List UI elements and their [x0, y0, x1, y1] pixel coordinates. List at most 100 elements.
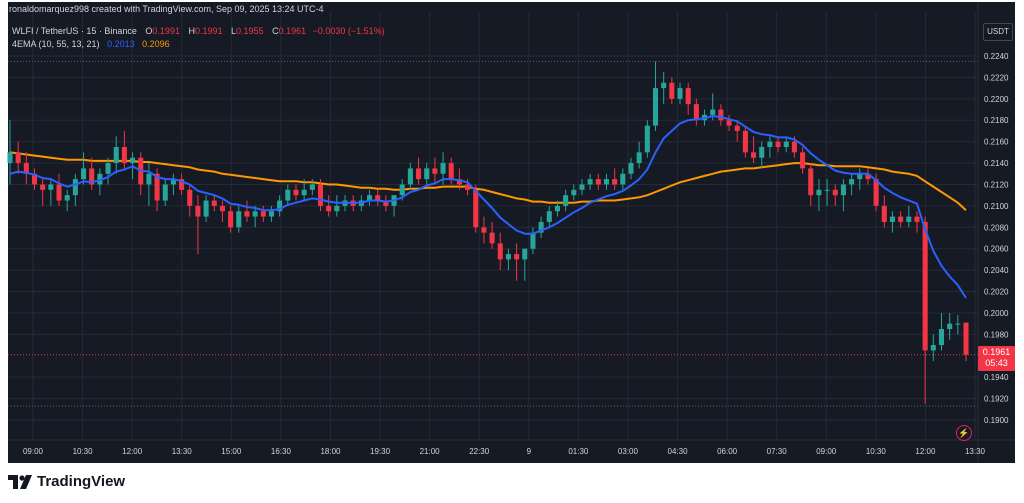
- candle[interactable]: [922, 216, 928, 404]
- candle[interactable]: [930, 334, 936, 362]
- candle[interactable]: [113, 136, 119, 174]
- candle[interactable]: [424, 163, 430, 185]
- candle[interactable]: [268, 205, 275, 222]
- candle[interactable]: [383, 195, 389, 212]
- candle[interactable]: [693, 98, 699, 126]
- candle[interactable]: [375, 189, 381, 206]
- candle[interactable]: [146, 163, 152, 206]
- candle[interactable]: [473, 184, 479, 233]
- candle[interactable]: [612, 168, 618, 190]
- candle[interactable]: [865, 168, 871, 185]
- candle[interactable]: [456, 168, 462, 190]
- candle[interactable]: [947, 312, 953, 340]
- candle[interactable]: [751, 136, 757, 164]
- candle[interactable]: [963, 322, 969, 362]
- candle[interactable]: [407, 163, 413, 190]
- candle[interactable]: [644, 120, 650, 158]
- candle[interactable]: [203, 195, 209, 222]
- candle[interactable]: [571, 184, 577, 201]
- candle[interactable]: [742, 125, 748, 158]
- candle[interactable]: [97, 168, 103, 196]
- candle[interactable]: [628, 157, 634, 180]
- candle[interactable]: [301, 179, 307, 201]
- candle[interactable]: [179, 173, 185, 196]
- candle[interactable]: [783, 136, 789, 153]
- candle[interactable]: [554, 200, 560, 217]
- candle[interactable]: [317, 179, 324, 212]
- candle[interactable]: [195, 195, 201, 255]
- candle[interactable]: [7, 120, 13, 185]
- candle[interactable]: [260, 205, 266, 222]
- candle[interactable]: [277, 195, 283, 217]
- candle[interactable]: [326, 195, 332, 217]
- symbol-name[interactable]: WLFI / TetherUS · 15 · Binance: [12, 26, 137, 36]
- candle[interactable]: [603, 173, 610, 190]
- candle[interactable]: [636, 141, 642, 169]
- candle[interactable]: [906, 205, 912, 228]
- candle[interactable]: [538, 216, 544, 238]
- candle[interactable]: [849, 173, 855, 196]
- candle[interactable]: [31, 168, 38, 190]
- candle[interactable]: [685, 82, 691, 115]
- candle[interactable]: [522, 248, 528, 281]
- candle[interactable]: [211, 195, 217, 212]
- candle[interactable]: [514, 243, 520, 281]
- candle[interactable]: [595, 173, 601, 190]
- candle[interactable]: [914, 211, 920, 233]
- candle[interactable]: [808, 163, 814, 206]
- candle[interactable]: [661, 72, 667, 105]
- candle[interactable]: [40, 179, 46, 206]
- candle[interactable]: [898, 211, 904, 228]
- candle[interactable]: [840, 179, 846, 212]
- candle[interactable]: [285, 184, 291, 206]
- candle[interactable]: [832, 184, 838, 206]
- candle[interactable]: [620, 168, 626, 190]
- candle[interactable]: [579, 179, 585, 196]
- candle[interactable]: [366, 189, 373, 206]
- indicator-legend[interactable]: 4EMA (10, 55, 13, 21) 0.2013 0.2096: [12, 39, 170, 49]
- lightning-icon[interactable]: ⚡: [956, 425, 972, 441]
- candle[interactable]: [481, 216, 487, 244]
- candle[interactable]: [154, 168, 160, 212]
- candle[interactable]: [497, 232, 503, 271]
- candle[interactable]: [293, 184, 299, 201]
- candle[interactable]: [236, 205, 242, 233]
- candle[interactable]: [56, 173, 62, 206]
- candle[interactable]: [677, 82, 683, 105]
- candle[interactable]: [105, 157, 111, 185]
- candle[interactable]: [718, 104, 724, 126]
- candle[interactable]: [489, 221, 495, 249]
- candle[interactable]: [138, 152, 144, 196]
- candle[interactable]: [734, 120, 740, 142]
- candle[interactable]: [669, 77, 675, 105]
- candle[interactable]: [170, 173, 176, 196]
- candle[interactable]: [72, 173, 78, 206]
- candle[interactable]: [391, 195, 397, 217]
- candle[interactable]: [563, 189, 569, 212]
- candle[interactable]: [81, 152, 87, 185]
- currency-button[interactable]: USDT: [983, 23, 1013, 41]
- candle[interactable]: [416, 157, 422, 185]
- candle[interactable]: [889, 211, 895, 233]
- candle[interactable]: [530, 227, 536, 255]
- candle[interactable]: [775, 136, 781, 153]
- candle[interactable]: [767, 136, 773, 158]
- candle[interactable]: [955, 315, 961, 335]
- candle[interactable]: [824, 179, 830, 206]
- candle[interactable]: [187, 184, 193, 217]
- candle[interactable]: [252, 205, 258, 228]
- candle[interactable]: [881, 195, 887, 228]
- candle[interactable]: [15, 141, 21, 174]
- candle[interactable]: [726, 114, 732, 131]
- candle[interactable]: [309, 179, 315, 196]
- candle[interactable]: [48, 179, 54, 206]
- candle[interactable]: [121, 130, 127, 169]
- candle[interactable]: [938, 312, 945, 351]
- candle[interactable]: [800, 147, 806, 174]
- candle[interactable]: [89, 157, 95, 190]
- candle[interactable]: [759, 141, 765, 169]
- candle[interactable]: [652, 61, 659, 131]
- candle[interactable]: [432, 157, 438, 185]
- candle[interactable]: [23, 152, 29, 185]
